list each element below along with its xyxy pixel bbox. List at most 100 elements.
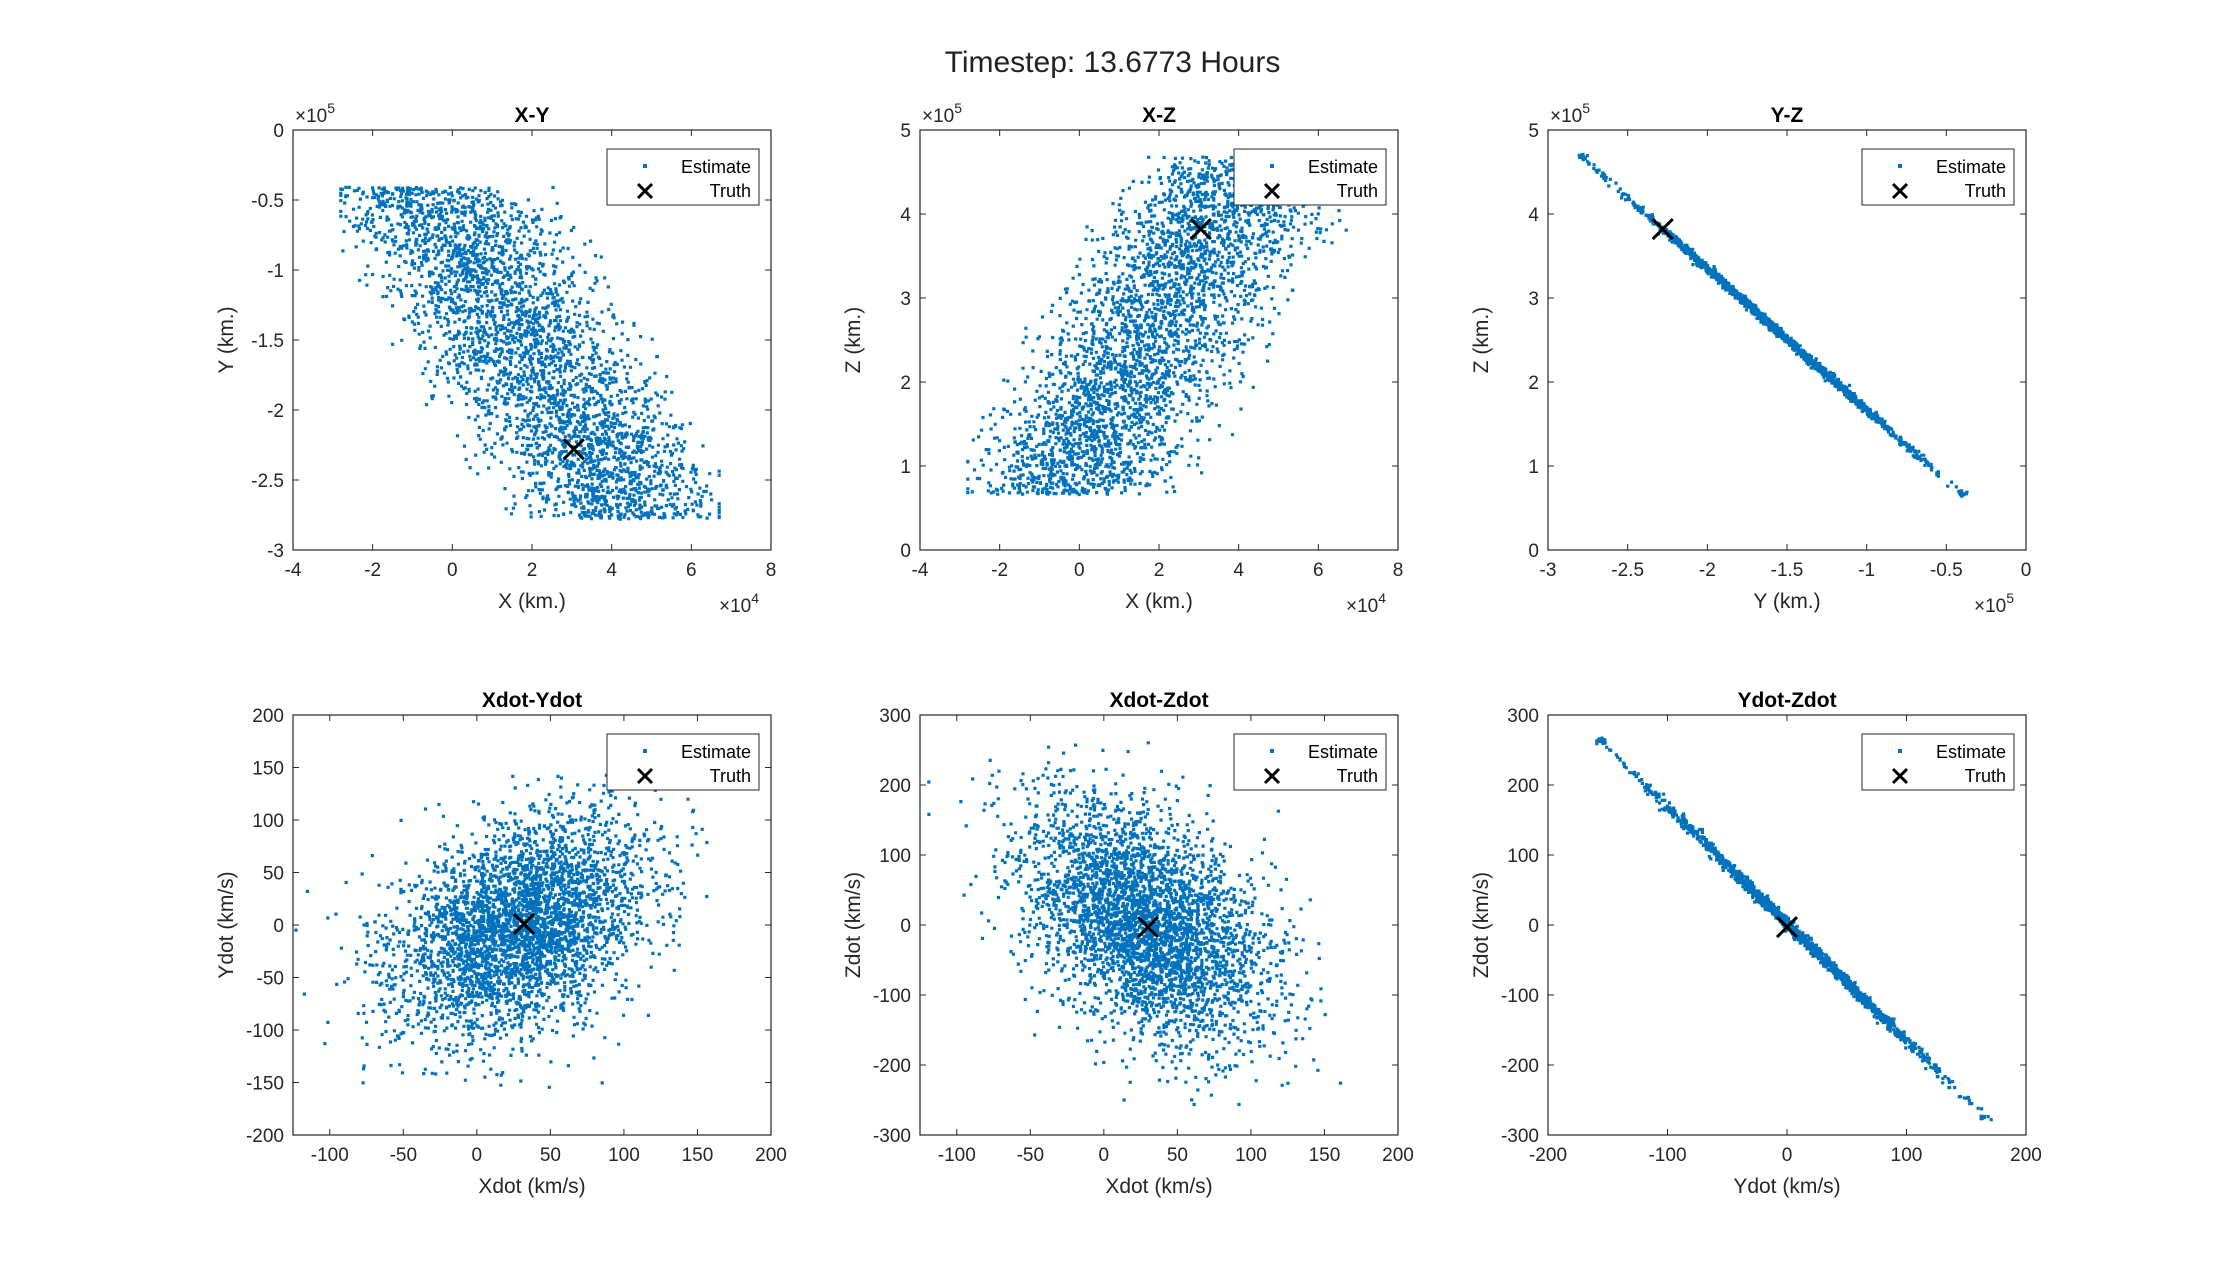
legend-truth-label: Truth [1965,766,2006,786]
x-tick-label: 50 [1167,1145,1188,1166]
legend: Estimate Truth [606,148,760,206]
legend-box [1233,733,1387,791]
y-exponent-label: ×105 [922,100,962,127]
legend-estimate-marker [1898,749,1902,753]
x-tick-label: 200 [755,1145,787,1166]
x-exponent-label: ×104 [1346,590,1386,617]
legend-truth-marker [1263,182,1281,200]
x-tick-label: 8 [1393,560,1404,581]
y-axis-label: Zdot (km/s) [842,872,865,978]
y-tick-label: 0 [273,121,284,142]
y-tick-label: 1 [1528,457,1539,478]
legend: Estimate Truth [1233,733,1387,791]
x-tick-label: -50 [1017,1145,1044,1166]
legend: Estimate Truth [1861,733,2015,791]
x-tick-label: -200 [1529,1145,1567,1166]
y-tick-label: 3 [900,289,911,310]
y-tick-label: 200 [879,776,911,797]
y-tick-label: -200 [246,1126,284,1147]
subplot-x-z: -4 -2 0 2 4 6 8 0 1 2 3 4 5 ×105 ×104 X-Z X (km.) Z (km.)… [842,100,1403,617]
subplot-y-z: -3 -2.5 -2 -1.5 -1 -0.5 0 0 1 2 3 4 5 ×105 ×105 Y-Z Y (k… [1470,100,2031,617]
legend-estimate-label: Estimate [681,157,751,177]
y-tick-label: 1 [900,457,911,478]
legend-estimate-marker [1270,164,1274,168]
estimate-points [927,741,1343,1107]
legend-estimate-marker [643,164,647,168]
legend-box [606,148,760,206]
estimate-points [339,185,721,521]
subplot-title: Y-Z [1771,104,1804,127]
x-tick-label: -100 [938,1145,976,1166]
x-tick-label: 100 [1235,1145,1267,1166]
x-tick-label: 0 [447,560,458,581]
legend-box [1861,733,2015,791]
y-tick-label: -300 [1501,1126,1539,1147]
y-tick-label: 4 [900,205,911,226]
y-exponent-label: ×105 [295,100,335,127]
x-tick-label: 200 [1382,1145,1414,1166]
y-axis-label: Y (km.) [215,306,238,373]
legend-truth-label: Truth [1337,766,1378,786]
y-tick-label: -2 [267,401,284,422]
y-tick-label: -300 [873,1126,911,1147]
y-tick-label: 5 [1528,121,1539,142]
legend-truth-label: Truth [710,181,751,201]
x-tick-label: 4 [606,560,617,581]
y-tick-label: 4 [1528,205,1539,226]
y-tick-label: -2.5 [251,471,284,492]
x-axis-label: Xdot (km/s) [1105,1175,1212,1198]
y-tick-label: -200 [873,1056,911,1077]
y-tick-label: 5 [900,121,911,142]
x-tick-label: 150 [1309,1145,1341,1166]
legend-truth-label: Truth [710,766,751,786]
y-tick-label: 0 [900,541,911,562]
y-tick-label: 100 [1507,846,1539,867]
legend-truth-marker [1263,767,1281,785]
x-tick-label: -1 [1858,560,1875,581]
legend-truth-marker [636,767,654,785]
x-tick-label: -2 [1699,560,1716,581]
y-tick-label: -100 [873,986,911,1007]
legend-truth-label: Truth [1337,181,1378,201]
y-tick-label: 0 [273,916,284,937]
y-axis-label: Z (km.) [842,307,865,373]
legend-estimate-marker [643,749,647,753]
subplot-xdot-zdot: -100 -50 0 50 100 150 200 -300 -200 -100 0 100 200 30… [842,689,1414,1198]
x-tick-label: 0 [472,1145,483,1166]
y-tick-label: 300 [1507,706,1539,727]
x-tick-label: 2 [1154,560,1165,581]
legend: Estimate Truth [606,733,760,791]
truth-marker [1775,916,1799,939]
y-tick-label: 100 [879,846,911,867]
legend-estimate-label: Estimate [1308,157,1378,177]
x-exponent-label: ×105 [1974,590,2014,617]
x-exponent-label: ×104 [719,590,759,617]
x-tick-label: 150 [682,1145,714,1166]
x-axis-label: Y (km.) [1753,590,1820,613]
x-tick-label: -2.5 [1611,560,1644,581]
y-tick-label: 200 [252,706,284,727]
y-tick-label: 50 [263,864,284,885]
x-tick-label: -4 [912,560,929,581]
y-tick-label: -200 [1501,1056,1539,1077]
y-tick-label: 2 [900,373,911,394]
x-tick-label: -1.5 [1771,560,1804,581]
truth-marker [1189,218,1212,241]
truth-marker [512,912,535,936]
x-tick-label: -50 [390,1145,417,1166]
x-tick-label: 6 [1313,560,1324,581]
y-tick-label: 3 [1528,289,1539,310]
y-tick-label: -100 [246,1021,284,1042]
y-tick-label: 150 [252,759,284,780]
x-tick-label: 200 [2010,1145,2042,1166]
subplot-title: X-Z [1142,104,1176,127]
y-tick-label: -150 [246,1074,284,1095]
subplot-x-y: -4 -2 0 2 4 6 8 -3 -2.5 -2 -1.5 -1 -0.5 0 ×105 ×104 X-Y X… [215,100,776,617]
y-tick-label: 0 [900,916,911,937]
x-axis-label: Ydot (km/s) [1733,1175,1840,1198]
truth-marker [562,438,585,461]
x-tick-label: -4 [285,560,302,581]
figure-title: Timestep: 13.6773 Hours [944,46,1281,79]
legend: Estimate Truth [1861,148,2015,206]
